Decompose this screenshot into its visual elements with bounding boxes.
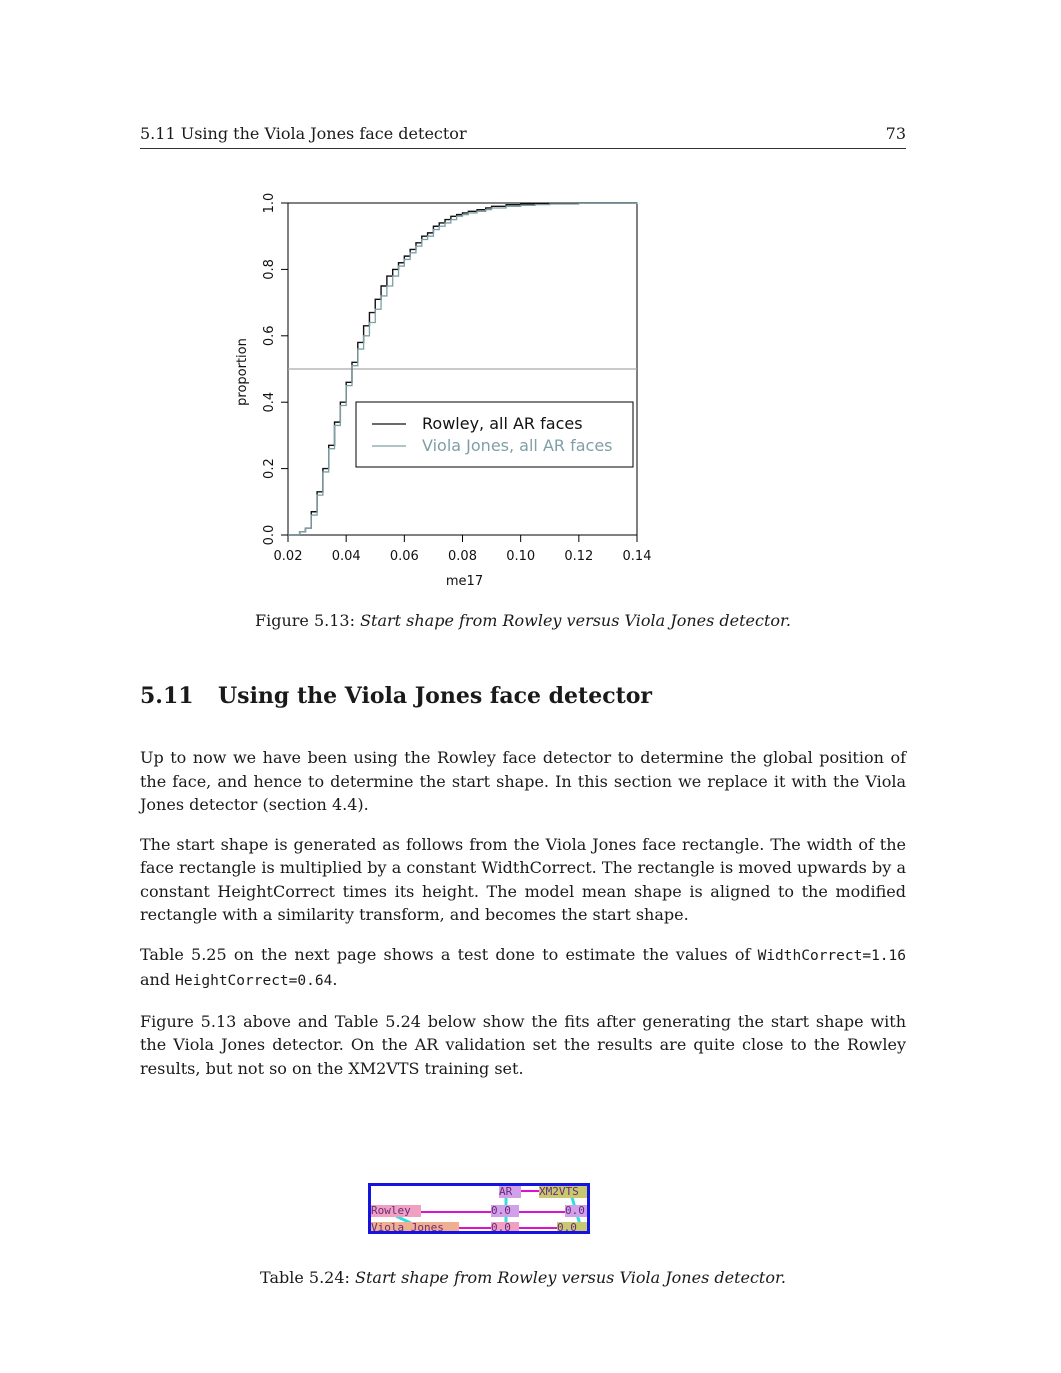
x-axis-label: me17 <box>446 574 483 589</box>
y-axis-label: proportion <box>235 338 250 406</box>
series-line-rowley <box>288 202 637 536</box>
paragraph-2: The start shape is generated as follows … <box>140 834 906 925</box>
body-text: Up to now we have been using the Rowley … <box>140 746 906 1096</box>
legend-box <box>355 401 634 468</box>
table-row-label-rowley: Rowley <box>371 1205 421 1217</box>
paragraph-1: Up to now we have been using the Rowley … <box>140 748 906 814</box>
x-tick-label: 0.10 <box>506 549 535 564</box>
x-tick-label: 0.14 <box>623 549 652 564</box>
paragraph-3-text-c: . <box>332 970 338 989</box>
table-cell-viola-ar: 0.0 <box>491 1222 519 1231</box>
figure-caption: Figure 5.13: Start shape from Rowley ver… <box>140 611 906 630</box>
x-tick-label: 0.08 <box>448 549 477 564</box>
paragraph-3-text-b: and <box>140 970 176 989</box>
table-row-label-viola-jones: Viola Jones <box>371 1222 459 1231</box>
table-caption-label: Table 5.24: <box>260 1268 350 1287</box>
y-tick-label: 0.8 <box>262 259 277 280</box>
figure-chart: 0.02 0.04 0.06 0.08 0.10 0.12 0.14 0.0 0.2 0.4 0.6… <box>235 193 652 589</box>
y-tick-label: 0.2 <box>262 458 277 479</box>
figure-caption-text: Start shape from Rowley versus Viola Jon… <box>360 611 792 630</box>
paragraph-3-text-a: Table 5.25 on the next page shows a test… <box>140 944 758 964</box>
section-title: Using the Viola Jones face detector <box>218 683 653 709</box>
heightcorrect-code: HeightCorrect=0.64 <box>175 973 333 989</box>
table-header-xm2vts: XM2VTS <box>539 1186 587 1198</box>
legend-label: Viola Jones, all AR faces <box>422 436 613 455</box>
series-line-viola-jones <box>288 202 638 536</box>
running-head: 5.11 Using the Viola Jones face detector… <box>140 124 906 149</box>
figure-caption-label: Figure 5.13: <box>254 611 355 630</box>
table-caption-text: Start shape from Rowley versus Viola Jon… <box>355 1268 786 1287</box>
y-tick-label: 0.6 <box>262 325 277 346</box>
table-cell-rowley-xm2vts: 0.0 <box>565 1205 587 1217</box>
table-header-ar: AR <box>499 1186 521 1198</box>
table-cell-viola-xm2vts: 0.0 <box>557 1222 587 1231</box>
paragraph-3: Table 5.25 on the next page shows a test… <box>140 943 906 994</box>
y-tick-label: 0.4 <box>262 392 277 413</box>
x-tick-label: 0.06 <box>390 549 419 564</box>
page-number: 73 <box>885 124 906 143</box>
section-number: 5.11 <box>140 683 194 709</box>
x-tick-label: 0.04 <box>332 549 361 564</box>
running-head-title: 5.11 Using the Viola Jones face detector <box>140 124 467 143</box>
y-tick-label: 0.0 <box>262 525 277 546</box>
table-caption: Table 5.24: Start shape from Rowley vers… <box>140 1268 906 1287</box>
y-tick-label: 1.0 <box>262 193 277 214</box>
section-heading: 5.11 Using the Viola Jones face detector <box>140 683 652 709</box>
paragraph-4: Figure 5.13 above and Table 5.24 below s… <box>140 1011 906 1078</box>
legend-label: Rowley, all AR faces <box>422 414 583 433</box>
widthcorrect-code: WidthCorrect=1.16 <box>757 947 906 964</box>
x-tick-label: 0.02 <box>274 549 303 564</box>
table-cell-rowley-ar: 0.0 <box>491 1205 519 1217</box>
results-table: AR XM2VTS Rowley 0.0 0.0 Viola Jones 0.0… <box>368 1183 590 1234</box>
x-tick-label: 0.12 <box>564 549 593 564</box>
